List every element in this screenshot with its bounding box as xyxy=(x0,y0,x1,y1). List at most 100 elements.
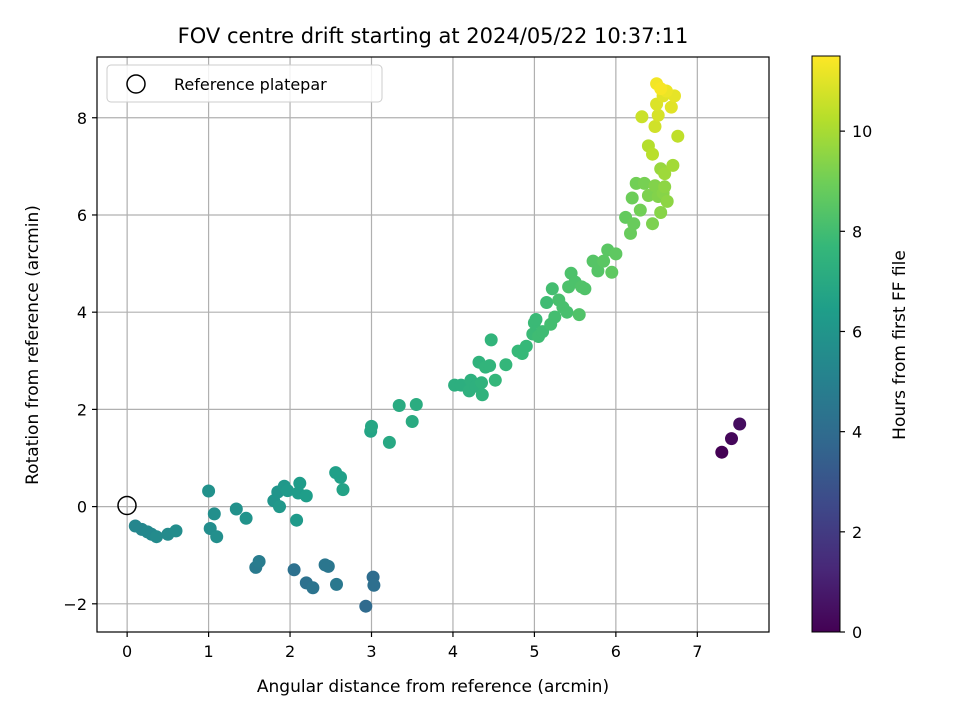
colorbar xyxy=(811,55,841,633)
scatter-point xyxy=(660,194,674,208)
y-tick-label: 8 xyxy=(77,109,87,128)
y-tick-label: 0 xyxy=(77,498,87,517)
scatter-point xyxy=(475,388,489,402)
scatter-point xyxy=(475,376,488,390)
x-tick-label: 4 xyxy=(448,642,458,661)
scatter-point xyxy=(529,313,543,326)
scatter-point xyxy=(586,254,600,268)
scatter-point xyxy=(627,217,641,231)
scatter-point xyxy=(239,511,253,525)
scatter-point xyxy=(293,476,307,490)
colorbar-tick-label: 2 xyxy=(852,523,862,542)
scatter-point xyxy=(637,176,651,190)
scatter-point xyxy=(488,373,502,387)
scatter-point xyxy=(207,507,221,521)
scatter-point xyxy=(202,484,216,498)
scatter-point xyxy=(367,578,381,592)
scatter-point xyxy=(334,470,347,484)
scatter-point xyxy=(646,217,659,231)
scatter-point xyxy=(499,358,513,372)
scatter-point xyxy=(540,296,554,309)
scatter-point xyxy=(210,530,224,544)
y-tick-label: 6 xyxy=(77,206,87,225)
scatter-point xyxy=(715,445,729,459)
scatter-point xyxy=(519,339,533,353)
x-tick-label: 1 xyxy=(203,642,213,661)
colorbar-tick-label: 10 xyxy=(852,122,872,141)
scatter-point xyxy=(484,333,498,347)
scatter-point xyxy=(591,264,605,278)
data-points xyxy=(128,77,747,613)
scatter-point xyxy=(483,359,497,373)
colorbar-tick-label: 8 xyxy=(852,222,862,241)
scatter-point xyxy=(654,206,668,219)
scatter-point xyxy=(382,435,396,449)
scatter-point xyxy=(578,282,592,296)
scatter-point xyxy=(365,419,378,433)
scatter-point xyxy=(321,559,335,573)
scatter-point xyxy=(229,502,243,516)
scatter-point xyxy=(306,581,320,595)
legend: Reference platepar xyxy=(106,64,383,103)
scatter-point xyxy=(281,484,295,498)
legend-marker-icon xyxy=(126,74,146,94)
scatter-point xyxy=(658,167,672,181)
scatter-point xyxy=(651,108,665,122)
scatter-point xyxy=(658,180,672,194)
scatter-point xyxy=(169,524,183,538)
y-axis-ticks: −2 0 2 4 6 8 xyxy=(63,109,97,614)
reference-platepar-marker xyxy=(117,495,137,516)
scatter-point xyxy=(648,120,662,133)
scatter-point xyxy=(733,417,747,431)
scatter-point xyxy=(609,247,623,261)
colorbar-tick-label: 0 xyxy=(852,623,862,642)
y-tick-label: 2 xyxy=(77,400,87,419)
x-tick-label: 5 xyxy=(529,642,539,661)
legend-box xyxy=(106,64,383,103)
scatter-point xyxy=(290,513,304,527)
scatter-point xyxy=(633,203,647,217)
scatter-point xyxy=(548,310,562,324)
colorbar-label: Hours from first FF file xyxy=(890,250,910,440)
plot-frame xyxy=(96,56,770,633)
scatter-point xyxy=(671,129,685,143)
y-axis-label: Rotation from reference (arcmin) xyxy=(23,205,43,485)
colorbar-tick-label: 4 xyxy=(852,423,862,442)
chart-title: FOV centre drift starting at 2024/05/22 … xyxy=(178,24,689,48)
scatter-point xyxy=(646,147,659,161)
x-tick-label: 0 xyxy=(122,642,132,661)
scatter-point xyxy=(560,305,574,319)
scatter-point xyxy=(625,191,639,205)
x-tick-label: 3 xyxy=(366,642,376,661)
scatter-point xyxy=(597,254,611,268)
scatter-point xyxy=(572,308,586,322)
scatter-point xyxy=(666,158,680,172)
colorbar-tick-label: 6 xyxy=(852,322,862,341)
legend-entry-reference: Reference platepar xyxy=(174,75,327,94)
x-tick-label: 7 xyxy=(692,642,702,661)
scatter-point xyxy=(664,100,678,114)
scatter-point xyxy=(392,399,406,412)
x-tick-label: 6 xyxy=(611,642,621,661)
scatter-point xyxy=(330,577,343,591)
scatter-point xyxy=(545,282,559,296)
scatter-point xyxy=(725,432,738,446)
y-tick-label: 4 xyxy=(77,303,87,322)
scatter-point xyxy=(409,398,423,411)
y-tick-label: −2 xyxy=(63,595,87,614)
scatter-point xyxy=(635,110,649,124)
scatter-point xyxy=(299,489,313,503)
grid-lines xyxy=(97,57,769,632)
x-axis-label: Angular distance from reference (arcmin) xyxy=(257,677,609,697)
x-tick-label: 2 xyxy=(285,642,295,661)
colorbar-ticks: 0 2 4 6 8 10 xyxy=(840,122,872,642)
scatter-point xyxy=(654,82,668,96)
scatter-point xyxy=(605,265,619,279)
x-axis-ticks: 0 1 2 3 4 5 6 7 xyxy=(122,632,702,661)
scatter-point xyxy=(405,415,419,428)
scatter-point xyxy=(273,500,286,514)
scatter-point xyxy=(336,483,350,497)
scatter-point xyxy=(252,555,266,568)
scatter-point xyxy=(150,530,163,544)
